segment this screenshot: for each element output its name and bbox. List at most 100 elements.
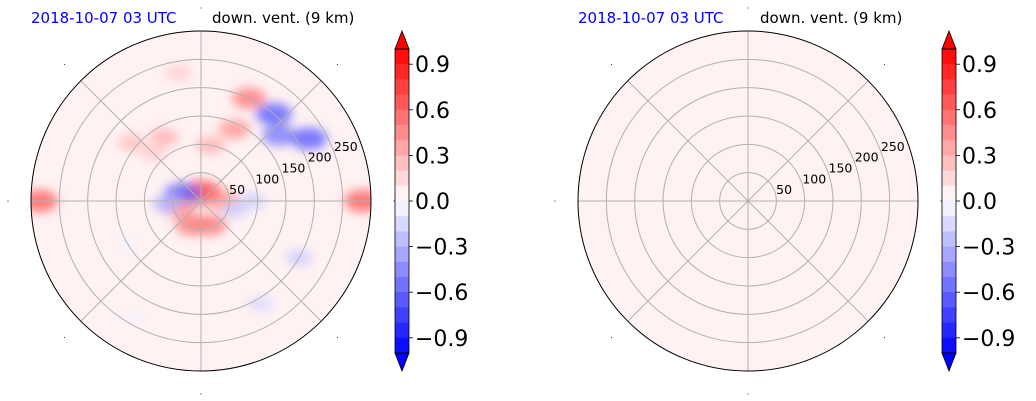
field-point-23 (121, 311, 145, 326)
colorbar-segment (942, 170, 956, 187)
field-point-12 (262, 125, 297, 146)
radial-tick-label: 100 (802, 171, 826, 186)
outer-tick-180 (554, 200, 556, 202)
colorbar-tick-label: −0.3 (415, 236, 468, 261)
colorbar-segment (942, 201, 956, 217)
colorbar-tick-label: −0.6 (415, 281, 468, 306)
radial-tick-label: 50 (229, 182, 245, 197)
field-point-15 (290, 127, 328, 150)
field-point-19 (165, 64, 192, 81)
colorbar-segment (395, 292, 409, 308)
colorbar-segment (395, 79, 409, 95)
colorbar-segment (395, 185, 409, 202)
colorbar-tick-label: −0.9 (415, 327, 468, 352)
angular-grid-225 (627, 200, 749, 322)
colorbar-tick-label: 0.6 (962, 99, 997, 124)
radial-tick-label: 100 (255, 171, 279, 186)
colorbar-segment (942, 79, 956, 95)
colorbar-tick-label: 0.0 (962, 190, 997, 215)
colorbar-segment (395, 322, 409, 339)
outer-tick-90 (200, 7, 202, 9)
right-title-field: down. vent. (9 km) (760, 9, 902, 27)
field-point-20 (248, 296, 273, 312)
colorbar-segment (395, 261, 409, 278)
colorbar-segment (395, 94, 409, 111)
outer-tick-270 (747, 393, 749, 395)
colorbar-tick-label: −0.6 (962, 281, 1015, 306)
colorbar-tick-label: 0.0 (415, 190, 450, 215)
colorbar-segment (395, 307, 409, 323)
colorbar-segment (942, 155, 956, 171)
colorbar-segment (395, 155, 409, 171)
outer-tick-0 (940, 200, 942, 202)
outer-tick-315 (883, 336, 886, 339)
outer-tick-90 (747, 7, 749, 9)
colorbar-segment (395, 277, 409, 293)
colorbar-segment (942, 94, 956, 111)
angular-grid-135 (80, 80, 202, 202)
angular-grid-45 (747, 80, 869, 202)
angular-grid-315 (200, 200, 322, 322)
radial-tick-label: 150 (282, 160, 306, 175)
colorbar-segment (942, 49, 956, 65)
radial-tick-label: 200 (308, 150, 332, 165)
field-point-5 (192, 214, 227, 236)
colorbar-extend-max (394, 29, 410, 50)
colorbar-segment (395, 246, 409, 263)
outer-tick-180 (7, 200, 9, 202)
field-point-10 (149, 128, 179, 147)
colorbar-segment (395, 337, 409, 354)
left-title-date: 2018-10-07 03 UTC (31, 9, 177, 27)
colorbar-segment (942, 109, 956, 126)
outer-tick-135 (610, 63, 613, 66)
colorbar-extend-max (941, 29, 957, 50)
outer-tick-0 (393, 200, 395, 202)
left-title-field: down. vent. (9 km) (212, 9, 354, 27)
colorbar-segment (395, 125, 409, 141)
colorbar-segment (395, 64, 409, 80)
polar-frame (30, 30, 372, 372)
colorbar-segment (942, 216, 956, 232)
colorbar-tick-label: −0.3 (962, 236, 1015, 261)
right-panel: 2018-10-07 03 UTC down. vent. (9 km) 50 1… (554, 7, 1015, 395)
colorbar-segment (395, 231, 409, 247)
outer-tick-315 (336, 336, 339, 339)
angular-grid-45 (200, 80, 322, 202)
field-point-18 (117, 134, 146, 152)
colorbar-segment (942, 64, 956, 80)
left-panel: 2018-10-07 03 UTC down. vent. (9 km) 50 1… (7, 7, 468, 395)
left-colorbar: −0.9 −0.6 −0.3 0.0 0.3 0.6 0.9 (394, 29, 468, 373)
colorbar-segment (395, 201, 409, 217)
colorbar-segment (942, 125, 956, 141)
colorbar-segment (942, 261, 956, 278)
colorbar-segment (395, 109, 409, 126)
colorbar-tick-label: 0.6 (415, 99, 450, 124)
colorbar-segment (942, 337, 956, 354)
polar-frame (577, 30, 919, 372)
colorbar-segment (395, 170, 409, 187)
outer-tick-45 (336, 63, 339, 66)
colorbar-tick-label: 0.3 (962, 144, 997, 169)
colorbar-segment (395, 140, 409, 156)
outer-tick-45 (883, 63, 886, 66)
radial-tick-label: 150 (829, 160, 853, 175)
outer-tick-135 (63, 63, 66, 66)
angular-grid-135 (627, 80, 749, 202)
radial-tick-label: 250 (881, 139, 905, 154)
colorbar-segment (942, 231, 956, 247)
field-point-8 (220, 201, 247, 218)
angular-grid-315 (747, 200, 869, 322)
right-colorbar: −0.9 −0.6 −0.3 0.0 0.3 0.6 0.9 (941, 29, 1015, 373)
right-title-date: 2018-10-07 03 UTC (578, 9, 724, 27)
outer-tick-270 (200, 393, 202, 395)
outer-tick-225 (610, 336, 613, 339)
radial-tick-label: 50 (776, 182, 792, 197)
colorbar-segment (942, 277, 956, 293)
colorbar-extend-min (394, 352, 410, 373)
colorbar-segment (942, 292, 956, 308)
colorbar-tick-label: 0.9 (962, 53, 997, 78)
colorbar-segment (942, 185, 956, 202)
colorbar-segment (942, 246, 956, 263)
